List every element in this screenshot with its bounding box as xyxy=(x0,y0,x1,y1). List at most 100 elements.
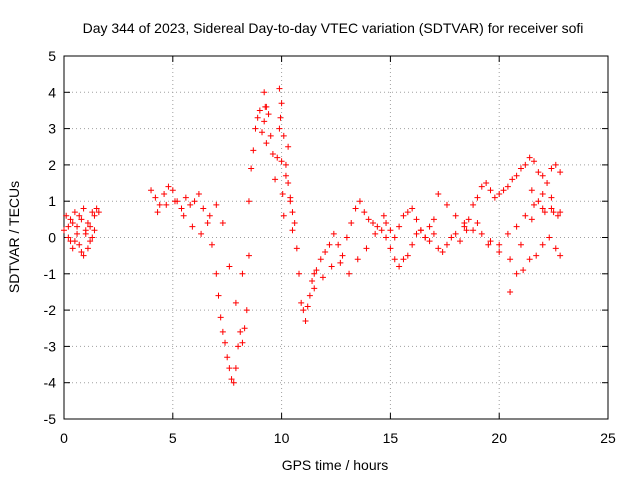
chart-title: Day 344 of 2023, Sidereal Day-to-day VTE… xyxy=(83,20,584,36)
data-point xyxy=(241,325,248,332)
data-point xyxy=(557,169,564,176)
data-point xyxy=(520,267,527,274)
data-point xyxy=(278,100,285,107)
data-point xyxy=(243,307,250,314)
data-point xyxy=(400,256,407,263)
data-point xyxy=(89,234,96,241)
data-point xyxy=(330,230,337,237)
data-point xyxy=(363,245,370,252)
data-point xyxy=(554,212,561,219)
data-point xyxy=(539,205,546,212)
data-point xyxy=(262,103,269,110)
data-point xyxy=(80,252,87,259)
data-point xyxy=(544,180,551,187)
data-point xyxy=(206,212,213,219)
data-point xyxy=(171,198,178,205)
data-point xyxy=(261,89,268,96)
data-point xyxy=(287,194,294,201)
data-point xyxy=(282,161,289,168)
data-point xyxy=(65,223,72,230)
data-point xyxy=(69,245,76,252)
data-point xyxy=(208,241,215,248)
data-point xyxy=(256,107,263,114)
data-point xyxy=(63,212,70,219)
data-point xyxy=(550,209,557,216)
data-point xyxy=(526,154,533,161)
data-point xyxy=(478,183,485,190)
data-point xyxy=(541,209,548,216)
data-point xyxy=(535,169,542,176)
data-point xyxy=(213,270,220,277)
data-point xyxy=(548,165,555,172)
data-point xyxy=(372,230,379,237)
data-point xyxy=(291,219,298,226)
data-point xyxy=(435,190,442,197)
data-point xyxy=(276,125,283,132)
data-point xyxy=(356,198,363,205)
data-point xyxy=(261,118,268,125)
data-point xyxy=(422,234,429,241)
data-point xyxy=(267,132,274,139)
data-point xyxy=(557,252,564,259)
data-point xyxy=(302,317,309,324)
data-point xyxy=(343,234,350,241)
data-point xyxy=(507,288,514,295)
data-point xyxy=(430,230,437,237)
data-point xyxy=(82,230,89,237)
data-point xyxy=(189,223,196,230)
data-point xyxy=(265,111,272,118)
data-point xyxy=(491,194,498,201)
y-tick-label: -3 xyxy=(44,338,57,354)
y-tick-label: -5 xyxy=(44,411,57,427)
data-point xyxy=(76,241,83,248)
data-point xyxy=(513,223,520,230)
data-point xyxy=(539,190,546,197)
data-point xyxy=(335,241,342,248)
data-point xyxy=(222,339,229,346)
data-point xyxy=(517,165,524,172)
data-point xyxy=(504,183,511,190)
data-point xyxy=(263,140,270,147)
data-point xyxy=(226,263,233,270)
data-point xyxy=(226,365,233,372)
data-point xyxy=(374,223,381,230)
data-point xyxy=(522,212,529,219)
data-point xyxy=(306,292,313,299)
data-point xyxy=(485,241,492,248)
data-point xyxy=(531,158,538,165)
data-point xyxy=(361,209,368,216)
data-point xyxy=(387,245,394,252)
data-point xyxy=(417,227,424,234)
data-point xyxy=(552,161,559,168)
data-point xyxy=(348,219,355,226)
data-point xyxy=(74,223,81,230)
data-point xyxy=(548,205,555,212)
tick-labels: 0 5 10 15 20 25 -5 -4 -3 -2 -1 0 1 2 3 4 5 xyxy=(44,48,616,446)
data-point xyxy=(404,252,411,259)
data-point xyxy=(71,238,78,245)
data-point xyxy=(557,209,564,216)
data-point xyxy=(426,238,433,245)
data-point xyxy=(298,299,305,306)
data-point xyxy=(272,176,279,183)
data-point xyxy=(89,209,96,216)
y-tick-label: 3 xyxy=(48,121,56,137)
data-point xyxy=(178,205,185,212)
data-point xyxy=(78,216,85,223)
data-point xyxy=(304,303,311,310)
data-point xyxy=(430,216,437,223)
data-point xyxy=(369,219,376,226)
data-point xyxy=(528,216,535,223)
data-point xyxy=(232,365,239,372)
data-point xyxy=(245,252,252,259)
data-point xyxy=(219,328,226,335)
data-point xyxy=(546,234,553,241)
data-point xyxy=(311,270,318,277)
data-point xyxy=(74,230,81,237)
data-point xyxy=(274,154,281,161)
data-point xyxy=(396,223,403,230)
data-point xyxy=(539,172,546,179)
data-point xyxy=(439,249,446,256)
data-point xyxy=(163,201,170,208)
